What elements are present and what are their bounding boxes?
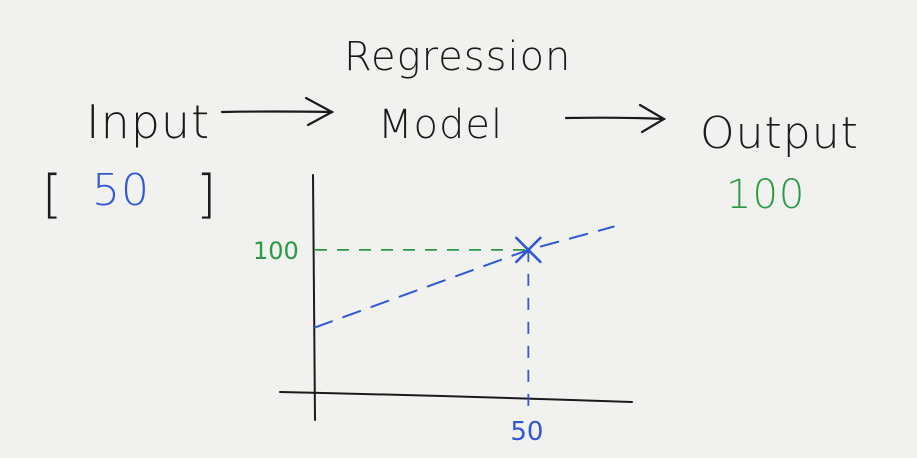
arrow-model-to-output — [564, 103, 667, 134]
y-axis — [312, 174, 316, 421]
input-bracket-open: [ — [42, 165, 63, 225]
prediction-point — [515, 236, 542, 264]
output-label: Output — [700, 108, 859, 159]
output-value: 100 — [726, 172, 805, 218]
arrow-input-to-model — [220, 96, 335, 127]
chart-marks: 100 50 — [253, 225, 615, 447]
chart-axes — [279, 174, 633, 421]
regression-line — [314, 225, 615, 329]
input-label: Input — [86, 95, 210, 149]
model-label-line1: Regression — [344, 34, 571, 80]
input-bracket-close: ] — [196, 165, 217, 225]
y-tick-label: 100 — [253, 237, 299, 265]
input-value: 50 — [92, 165, 150, 216]
x-axis — [279, 391, 633, 403]
x-tick-label: 50 — [510, 417, 543, 447]
model-label-line2: Model — [378, 102, 503, 148]
